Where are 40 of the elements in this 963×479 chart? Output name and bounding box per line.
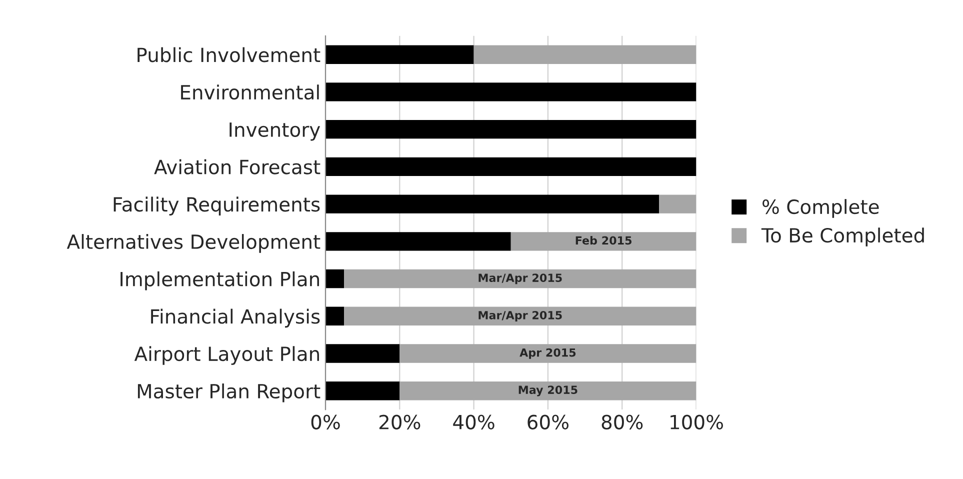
bar [325,82,696,102]
bar [400,382,696,400]
data-label: Feb 2015 [576,236,632,245]
x-tick-label: 20% [379,414,420,430]
y-tick-label: Aviation Forecast [154,159,320,174]
bar [325,120,696,139]
data-label: Apr 2015 [520,348,576,359]
y-tick-label: Implementation Plan [120,271,319,290]
bar [400,344,696,363]
data-label: Mar/Apr 2015 [478,310,562,322]
bar [325,157,696,176]
y-tick-label: Airport Layout Plan [134,346,319,365]
bar [325,232,511,251]
bar [325,269,344,288]
bar [325,382,400,400]
y-tick-label: Alternatives Development [66,234,320,253]
x-tick-label: 80% [602,414,643,430]
legend-label: % Complete [762,199,879,218]
bar [344,306,696,326]
bar [325,194,660,214]
x-tick-label: 100% [670,414,723,430]
bar [325,306,344,326]
bar [474,45,696,64]
data-label: Mar/Apr 2015 [478,274,562,284]
bar [344,269,696,288]
y-tick-label: Facility Requirements [114,196,320,216]
bar [325,45,474,64]
data-label: May 2015 [518,386,578,396]
y-tick-label: Environmental [181,84,319,100]
y-tick-label: Master Plan Report [138,383,320,402]
x-tick-label: 60% [528,414,568,430]
y-tick-label: Financial Analysis [151,308,320,328]
y-tick-label: Inventory [230,122,320,141]
legend-label: To Be Completed [761,228,924,246]
x-tick-label: 40% [453,414,494,430]
y-tick-label: Public Involvement [138,47,320,62]
bar [510,232,696,251]
bar [659,194,696,214]
bar [325,344,400,363]
x-tick-label: 0% [311,414,340,430]
